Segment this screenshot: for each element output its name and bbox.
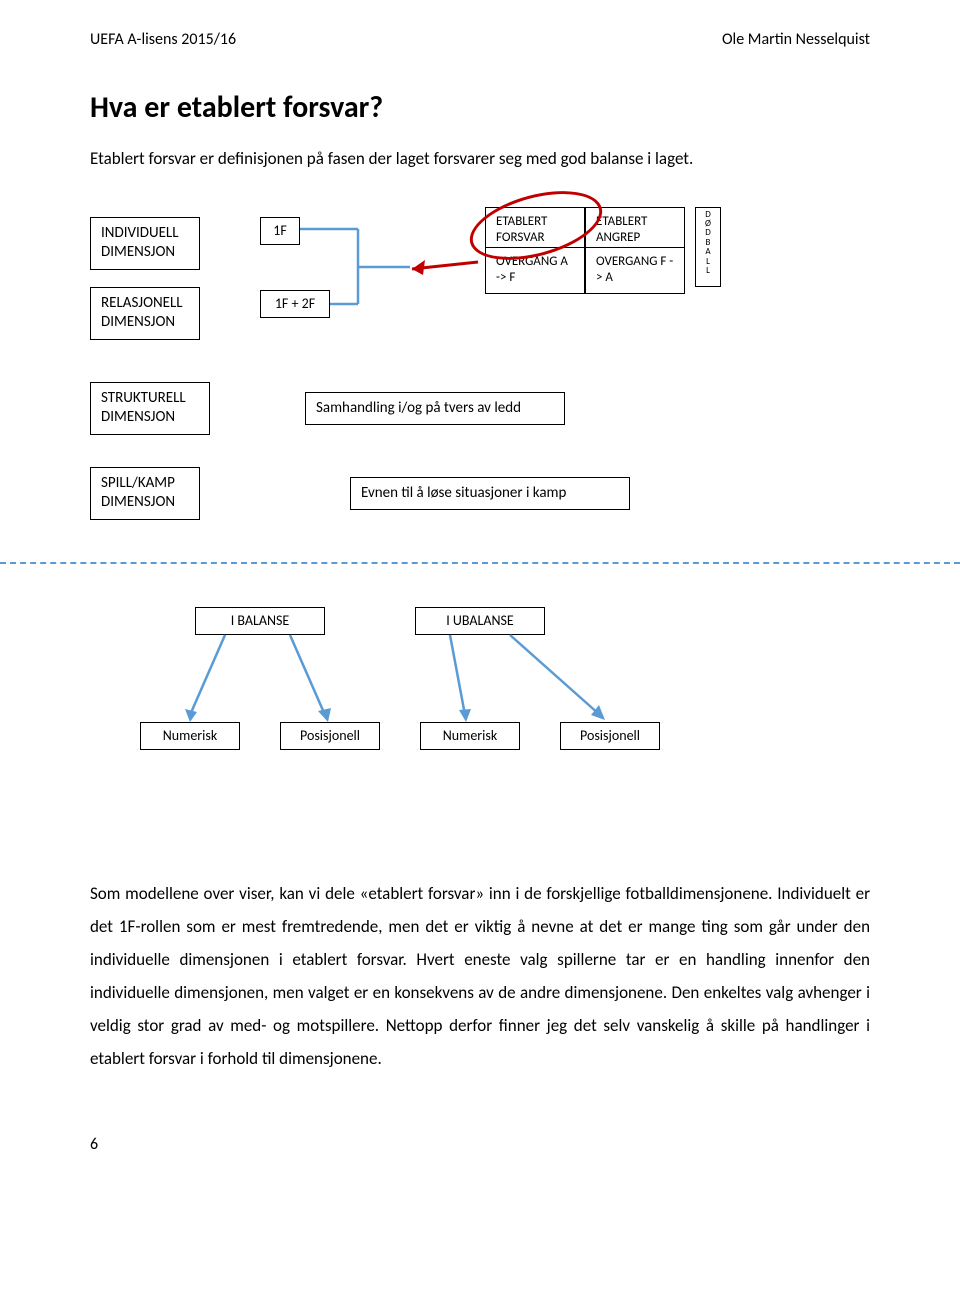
arrows-bottom — [90, 607, 790, 737]
box-evnen: Evnen til å løse situasjoner i kamp — [350, 477, 630, 511]
page-number: 6 — [90, 1135, 870, 1154]
page-title: Hva er etablert forsvar? — [90, 89, 870, 126]
box-spillkamp: SPILL/KAMP DIMENSJON — [90, 467, 200, 520]
header-left: UEFA A-lisens 2015/16 — [90, 30, 236, 49]
header-right: Ole Martin Nesselquist — [722, 30, 870, 49]
box-samhandling: Samhandling i/og på tvers av ledd — [305, 392, 565, 426]
arrows-top — [90, 207, 790, 347]
dashed-separator — [0, 562, 960, 564]
page-header: UEFA A-lisens 2015/16 Ole Martin Nesselq… — [90, 30, 870, 49]
box-strukturell: STRUKTURELL DIMENSJON — [90, 382, 210, 435]
diagram: INDIVIDUELL DIMENSJON 1F ETABLERT FORSVA… — [90, 207, 870, 827]
intro-text: Etablert forsvar er definisjonen på fase… — [90, 146, 870, 172]
body-paragraph: Som modellene over viser, kan vi dele «e… — [90, 877, 870, 1076]
